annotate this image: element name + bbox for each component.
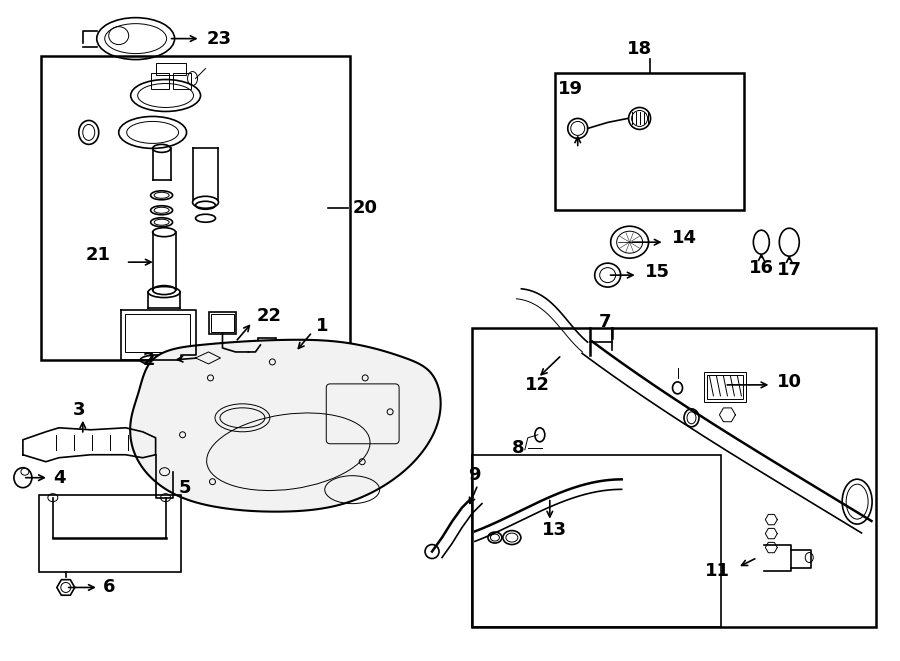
Text: 10: 10 (778, 373, 802, 391)
Bar (173, 73, 191, 89)
Text: 9: 9 (468, 466, 481, 484)
Text: 15: 15 (644, 263, 670, 281)
Bar (554, 73, 744, 210)
Bar (209, 312, 237, 334)
Text: 1: 1 (316, 317, 328, 335)
Bar (472, 328, 876, 627)
Text: 8: 8 (512, 439, 525, 457)
Text: 22: 22 (256, 307, 282, 325)
Text: 13: 13 (542, 521, 567, 539)
Text: 18: 18 (627, 40, 652, 58)
Text: 17: 17 (778, 261, 802, 279)
Text: 12: 12 (525, 376, 550, 394)
Text: 11: 11 (705, 563, 730, 580)
Text: 21: 21 (86, 246, 111, 264)
Text: 23: 23 (206, 30, 231, 48)
Bar (150, 73, 168, 89)
Bar (211, 314, 235, 332)
Bar (39, 494, 181, 572)
Bar (40, 56, 350, 360)
Text: 5: 5 (178, 479, 191, 496)
Text: 19: 19 (558, 79, 583, 98)
Text: 14: 14 (671, 229, 697, 247)
Bar (156, 63, 185, 75)
Text: 20: 20 (352, 199, 377, 217)
Text: 16: 16 (750, 259, 774, 277)
Text: 7: 7 (598, 313, 611, 331)
Text: 2: 2 (142, 351, 155, 369)
Bar (705, 372, 746, 402)
Bar (707, 375, 743, 399)
Text: 4: 4 (53, 469, 66, 486)
Bar (125, 314, 190, 352)
Bar (258, 338, 276, 350)
Polygon shape (130, 340, 441, 512)
Text: 6: 6 (103, 578, 115, 596)
Bar (472, 455, 722, 627)
Text: 3: 3 (73, 401, 86, 419)
